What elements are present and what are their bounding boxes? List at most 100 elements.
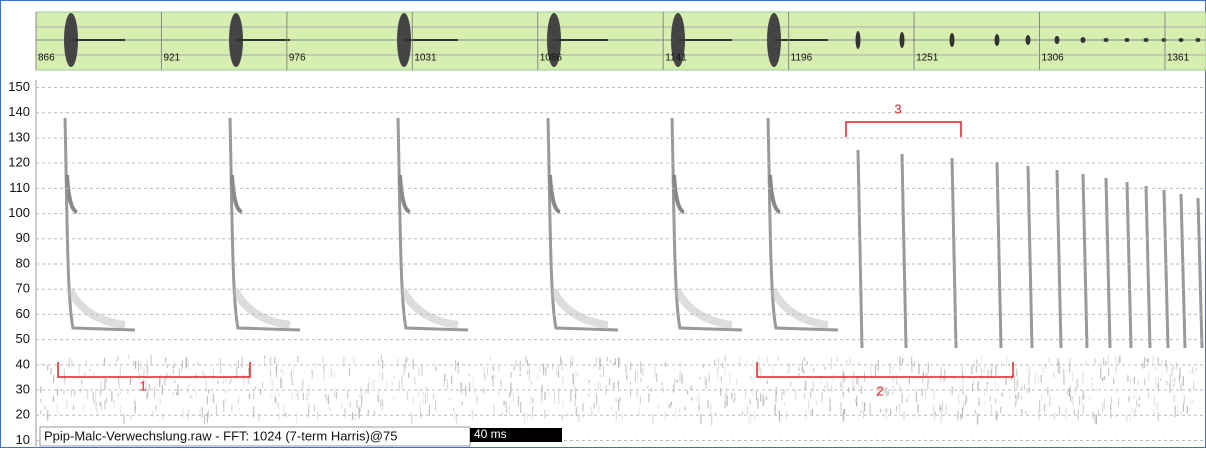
noise (971, 383, 974, 392)
noise (674, 379, 676, 386)
noise (334, 387, 336, 397)
noise (47, 409, 49, 421)
noise (159, 373, 161, 385)
noise (921, 373, 924, 383)
y-tick-label: 90 (16, 230, 30, 245)
noise (461, 401, 463, 405)
call (670, 117, 743, 332)
noise (146, 393, 148, 400)
noise (918, 363, 920, 375)
noise (543, 363, 545, 376)
noise (634, 370, 636, 382)
noise (58, 410, 61, 417)
noise (134, 360, 137, 369)
noise (798, 373, 800, 377)
noise (760, 367, 762, 377)
noise (285, 412, 287, 417)
noise (1039, 400, 1041, 411)
noise (92, 391, 94, 400)
noise (724, 355, 726, 362)
noise (808, 399, 810, 409)
noise (528, 370, 530, 381)
noise (133, 399, 136, 404)
x-tick-label: 1251 (916, 53, 939, 64)
noise (297, 390, 299, 401)
noise (815, 399, 818, 406)
noise (472, 377, 475, 388)
noise (172, 365, 174, 368)
noise (698, 405, 700, 411)
noise (1048, 357, 1050, 363)
noise (106, 378, 108, 383)
noise (752, 388, 754, 396)
x-tick-label: 1086 (540, 53, 563, 64)
noise (662, 387, 664, 393)
noise (554, 391, 556, 404)
noise (308, 385, 310, 396)
noise (1130, 412, 1132, 423)
noise (393, 375, 395, 379)
noise (747, 359, 749, 364)
noise (762, 394, 764, 406)
noise (261, 381, 264, 388)
noise (1064, 406, 1066, 419)
noise (230, 379, 232, 382)
noise (944, 369, 946, 381)
noise (544, 391, 546, 401)
noise (1117, 398, 1120, 407)
noise (95, 402, 98, 407)
noise (118, 376, 120, 384)
noise (46, 412, 48, 423)
noise (926, 373, 928, 378)
noise (577, 373, 579, 377)
noise (71, 358, 73, 368)
noise (1169, 374, 1171, 386)
noise (830, 357, 833, 370)
noise (977, 414, 979, 423)
noise (804, 380, 806, 391)
noise (382, 399, 384, 407)
noise (1085, 358, 1087, 365)
noise (1131, 407, 1133, 412)
noise (435, 365, 437, 372)
noise (987, 369, 989, 379)
call (228, 117, 301, 332)
noise (417, 386, 420, 398)
noise (63, 368, 65, 381)
noise (1186, 405, 1188, 414)
noise (754, 410, 756, 422)
noise (941, 400, 944, 412)
noise (454, 411, 456, 419)
noise (610, 360, 612, 364)
noise (1042, 364, 1044, 374)
x-tick-label: 1306 (1042, 53, 1065, 64)
noise (177, 384, 179, 396)
noise (79, 388, 82, 393)
noise (890, 408, 892, 416)
noise (143, 379, 145, 385)
noise (908, 377, 910, 385)
noise (766, 380, 768, 384)
noise (812, 381, 814, 393)
noise (334, 372, 336, 379)
noise (709, 403, 712, 415)
noise (840, 401, 842, 414)
noise (619, 397, 621, 402)
noise (1063, 369, 1065, 381)
noise (322, 356, 324, 364)
noise (1103, 376, 1105, 381)
noise (129, 377, 132, 386)
noise (70, 389, 72, 398)
noise (852, 378, 854, 390)
noise (455, 359, 457, 371)
noise (248, 393, 251, 399)
noise (945, 404, 947, 416)
noise (1066, 408, 1068, 420)
noise (377, 394, 379, 403)
noise (724, 393, 726, 404)
noise (790, 380, 792, 387)
noise (528, 362, 530, 374)
noise (806, 361, 808, 365)
noise (264, 358, 266, 367)
noise (569, 359, 572, 369)
